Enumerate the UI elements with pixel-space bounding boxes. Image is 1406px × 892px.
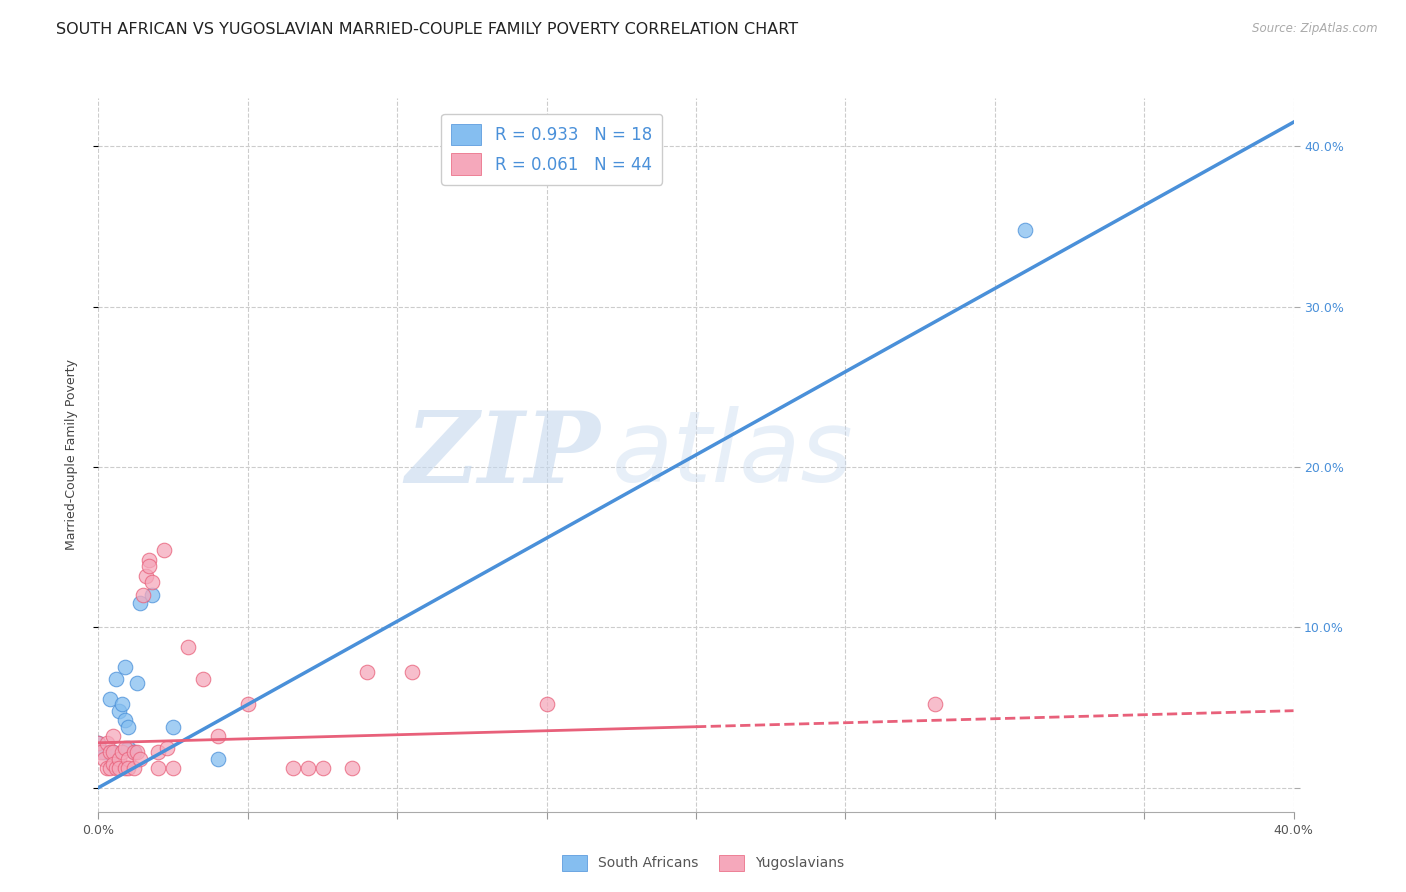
Point	[177, 640, 200, 654]
Point	[100, 692, 122, 706]
Point	[153, 543, 176, 558]
Point	[401, 665, 423, 680]
Point	[103, 756, 125, 771]
Point	[135, 569, 157, 583]
Point	[129, 596, 152, 610]
Y-axis label: Married-Couple Family Poverty: Married-Couple Family Poverty	[65, 359, 77, 550]
Point	[236, 698, 259, 712]
Point	[141, 588, 163, 602]
Text: atlas: atlas	[613, 407, 853, 503]
Point	[117, 720, 139, 734]
Legend: R = 0.933   N = 18, R = 0.061   N = 44: R = 0.933 N = 18, R = 0.061 N = 44	[441, 113, 662, 185]
Point	[93, 745, 115, 759]
Point	[87, 736, 110, 750]
Point	[124, 745, 146, 759]
Point	[124, 745, 146, 759]
Point	[207, 730, 229, 744]
Point	[207, 752, 229, 766]
Point	[127, 676, 149, 690]
Point	[297, 761, 319, 775]
Point	[311, 761, 333, 775]
Point	[162, 761, 184, 775]
Point	[90, 745, 112, 759]
Point	[108, 761, 131, 775]
Point	[114, 714, 136, 728]
Point	[924, 698, 946, 712]
Point	[96, 736, 118, 750]
Point	[96, 761, 118, 775]
Point	[114, 660, 136, 674]
Point	[105, 672, 128, 686]
Text: ZIP: ZIP	[405, 407, 600, 503]
Point	[93, 752, 115, 766]
Point	[103, 745, 125, 759]
Point	[342, 761, 364, 775]
Point	[114, 761, 136, 775]
Point	[117, 740, 139, 755]
Point	[111, 745, 134, 759]
Point	[156, 740, 179, 755]
Point	[114, 740, 136, 755]
Legend: South Africans, Yugoslavians: South Africans, Yugoslavians	[557, 849, 849, 876]
Point	[129, 752, 152, 766]
Point	[148, 761, 170, 775]
Point	[117, 752, 139, 766]
Point	[103, 730, 125, 744]
Point	[162, 720, 184, 734]
Point	[108, 704, 131, 718]
Point	[108, 752, 131, 766]
Point	[138, 553, 160, 567]
Point	[536, 698, 558, 712]
Text: Source: ZipAtlas.com: Source: ZipAtlas.com	[1253, 22, 1378, 36]
Point	[1014, 222, 1036, 236]
Point	[148, 745, 170, 759]
Point	[105, 761, 128, 775]
Point	[132, 588, 155, 602]
Point	[87, 736, 110, 750]
Point	[127, 745, 149, 759]
Point	[103, 745, 125, 759]
Point	[117, 761, 139, 775]
Point	[356, 665, 378, 680]
Point	[100, 761, 122, 775]
Point	[124, 761, 146, 775]
Point	[141, 575, 163, 590]
Point	[138, 559, 160, 574]
Text: SOUTH AFRICAN VS YUGOSLAVIAN MARRIED-COUPLE FAMILY POVERTY CORRELATION CHART: SOUTH AFRICAN VS YUGOSLAVIAN MARRIED-COU…	[56, 22, 799, 37]
Point	[281, 761, 304, 775]
Point	[100, 745, 122, 759]
Point	[191, 672, 214, 686]
Point	[111, 698, 134, 712]
